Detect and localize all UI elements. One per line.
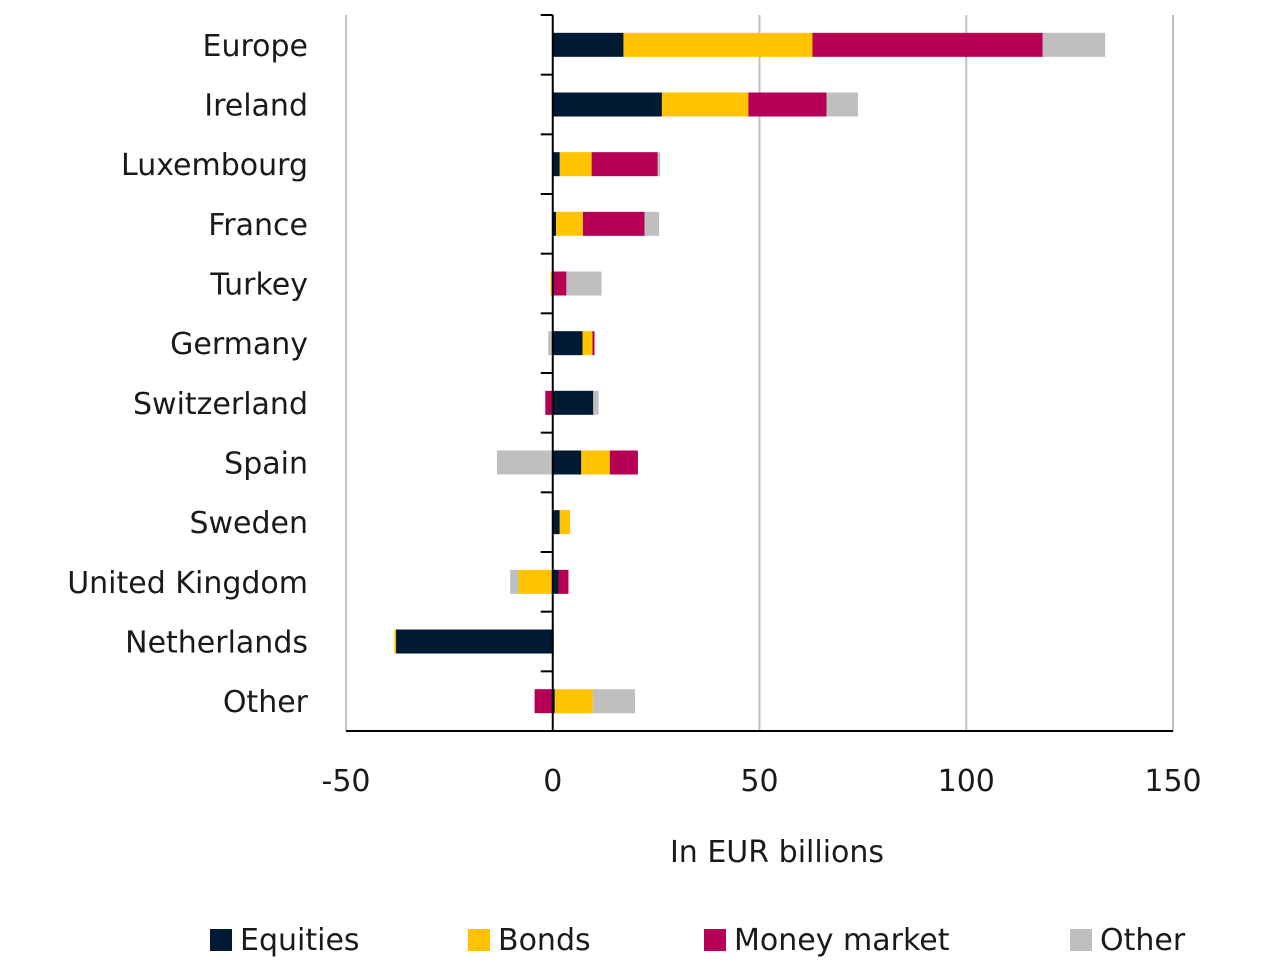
category-label: France xyxy=(208,208,308,243)
legend-item-money-market: Money market xyxy=(704,918,949,962)
bar-segment-france-money-market xyxy=(582,211,645,236)
bar-segment-turkey-bonds xyxy=(550,271,553,296)
bar-segment-netherlands-equities xyxy=(396,629,553,654)
bar-segment-luxembourg-other xyxy=(657,152,661,177)
bar-segment-spain-bonds xyxy=(581,450,610,475)
category-label: United Kingdom xyxy=(67,566,308,601)
bar-segment-luxembourg-money-market xyxy=(591,152,658,177)
x-tick-label: 50 xyxy=(740,764,778,799)
bar-segment-netherlands-bonds xyxy=(394,629,397,654)
bar-segment-germany-equities xyxy=(552,331,583,356)
bar-segment-germany-other xyxy=(548,331,553,356)
legend-label: Bonds xyxy=(498,922,591,958)
x-tick-label: 0 xyxy=(543,764,562,799)
category-label: Spain xyxy=(224,447,308,482)
category-label: Switzerland xyxy=(133,387,308,422)
bar-segment-united-kingdom-money-market xyxy=(558,569,569,594)
legend-label: Other xyxy=(1100,922,1186,958)
x-tick-label: 100 xyxy=(938,764,995,799)
bar-segment-europe-bonds xyxy=(623,32,813,57)
bar-segment-europe-other xyxy=(1042,32,1106,57)
x-tick-label: -50 xyxy=(322,764,371,799)
category-label: Germany xyxy=(170,327,308,362)
bar-segment-europe-money-market xyxy=(812,32,1043,57)
bar-segment-united-kingdom-equities xyxy=(552,569,559,594)
bar-segment-france-other xyxy=(644,211,660,236)
bar-segment-switzerland-money-market xyxy=(545,390,553,415)
axes xyxy=(346,14,1173,732)
bar-segment-sweden-equities xyxy=(552,510,560,535)
bar-segment-france-equities xyxy=(552,211,557,236)
bar-segment-turkey-money-market xyxy=(552,271,567,296)
bar-segment-switzerland-equities xyxy=(552,390,594,415)
legend-swatch xyxy=(1070,929,1092,951)
stacked-bar-chart: Europe Ireland Luxembourg France Turkey Germa… xyxy=(67,14,1202,870)
category-label: Other xyxy=(223,685,309,720)
bar-segment-ireland-other xyxy=(826,92,858,117)
category-label: Europe xyxy=(203,29,309,64)
category-label: Luxembourg xyxy=(121,148,308,183)
legend-swatch xyxy=(704,929,726,951)
bar-segment-switzerland-other xyxy=(593,390,599,415)
bar-segment-united-kingdom-bonds xyxy=(518,569,553,594)
bar-segment-united-kingdom-other xyxy=(510,569,519,594)
bar-segment-sweden-bonds xyxy=(559,510,571,535)
category-label: Sweden xyxy=(189,506,308,541)
bar-segment-luxembourg-equities xyxy=(552,152,560,177)
legend-label: Equities xyxy=(240,922,360,958)
bar-segment-france-bonds xyxy=(556,211,583,236)
legend-label: Money market xyxy=(734,922,950,958)
bar-segment-other-equities xyxy=(552,689,555,714)
bar-segment-europe-equities xyxy=(552,32,624,57)
gridlines xyxy=(345,15,1174,731)
bar-segment-spain-other xyxy=(496,450,553,475)
x-tick-labels: -50 0 50 100 150 xyxy=(322,764,1202,799)
x-axis-title: In EUR billions xyxy=(670,835,884,870)
category-label: Netherlands xyxy=(125,626,308,661)
legend-swatch xyxy=(210,929,232,951)
bar-segment-spain-equities xyxy=(552,450,582,475)
bar-segment-other-bonds xyxy=(554,689,593,714)
bars xyxy=(394,32,1106,714)
bar-segment-ireland-equities xyxy=(552,92,662,117)
bar-segment-other-other xyxy=(592,689,636,714)
legend-item-bonds: Bonds xyxy=(468,918,591,962)
category-label: Turkey xyxy=(209,268,308,303)
category-label: Ireland xyxy=(204,89,308,124)
legend: Equities Bonds Money market Other xyxy=(0,918,1280,962)
bar-segment-germany-bonds xyxy=(582,331,593,356)
legend-item-equities: Equities xyxy=(210,918,360,962)
bar-segment-germany-money-market xyxy=(592,331,595,356)
x-tick-label: 150 xyxy=(1144,764,1201,799)
bar-segment-other-money-market xyxy=(534,689,553,714)
bar-segment-spain-money-market xyxy=(609,450,638,475)
legend-item-other: Other xyxy=(1070,918,1185,962)
bar-segment-ireland-bonds xyxy=(661,92,749,117)
legend-swatch xyxy=(468,929,490,951)
bar-segment-turkey-other xyxy=(566,271,602,296)
category-labels: Europe Ireland Luxembourg France Turkey Germa… xyxy=(67,29,308,720)
bar-segment-ireland-money-market xyxy=(748,92,827,117)
bar-segment-luxembourg-bonds xyxy=(559,152,592,177)
